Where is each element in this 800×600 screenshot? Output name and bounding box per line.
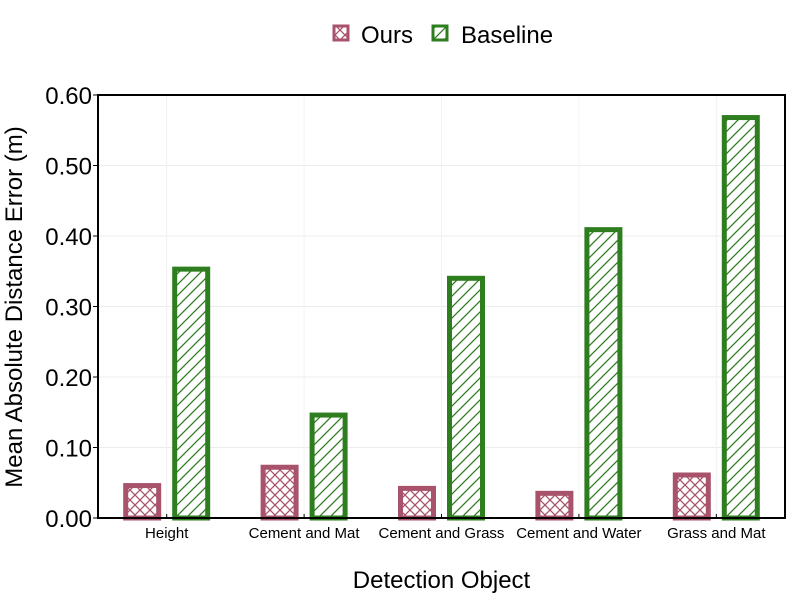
legend-label-ours: Ours <box>361 22 413 49</box>
bar-ours-height[interactable] <box>123 483 162 521</box>
bar-ours-cement-and-mat[interactable] <box>260 464 299 521</box>
x-tick-label: Cement and Grass <box>379 525 505 542</box>
bar-ours-cement-and-water[interactable] <box>535 490 574 521</box>
y-tick-label: 0.00 <box>45 506 92 533</box>
y-tick-label: 0.60 <box>45 83 92 110</box>
x-tick-label: Cement and Water <box>516 525 641 542</box>
bar-baseline-cement-and-mat[interactable] <box>309 412 348 521</box>
legend: Ours Baseline <box>332 22 553 49</box>
y-tick-label: 0.20 <box>45 365 92 392</box>
plot-frame <box>97 94 786 519</box>
bar-ours-grass-and-mat[interactable] <box>672 472 711 521</box>
gridlines <box>98 95 785 518</box>
bar-baseline-cement-and-grass[interactable] <box>447 275 485 521</box>
legend-item-ours[interactable]: Ours <box>332 22 413 49</box>
x-tick-label: Cement and Mat <box>249 525 361 542</box>
y-axis: 0.00 0.10 0.20 0.30 0.40 0.50 0.60 <box>45 83 98 533</box>
x-tick-label: Grass and Mat <box>667 525 766 542</box>
x-axis-title: Detection Object <box>353 567 531 594</box>
y-tick-label: 0.50 <box>45 154 92 181</box>
legend-swatch-ours <box>332 24 350 42</box>
legend-swatch-baseline <box>431 24 449 42</box>
y-tick-label: 0.30 <box>45 295 92 322</box>
legend-label-baseline: Baseline <box>461 22 553 49</box>
y-tick-label: 0.40 <box>45 224 92 251</box>
y-axis-title: Mean Absolute Distance Error (m) <box>1 126 28 487</box>
y-tick-label: 0.10 <box>45 436 92 463</box>
legend-item-baseline[interactable]: Baseline <box>431 22 553 49</box>
x-axis: Height Cement and Mat Cement and Grass Ceme… <box>145 514 766 542</box>
bar-baseline-grass-and-mat[interactable] <box>721 115 760 521</box>
bar-baseline-height[interactable] <box>172 266 211 521</box>
bar-ours-cement-and-grass[interactable] <box>398 485 436 521</box>
bar-baseline-cement-and-water[interactable] <box>584 227 623 521</box>
x-tick-label: Height <box>145 525 189 542</box>
